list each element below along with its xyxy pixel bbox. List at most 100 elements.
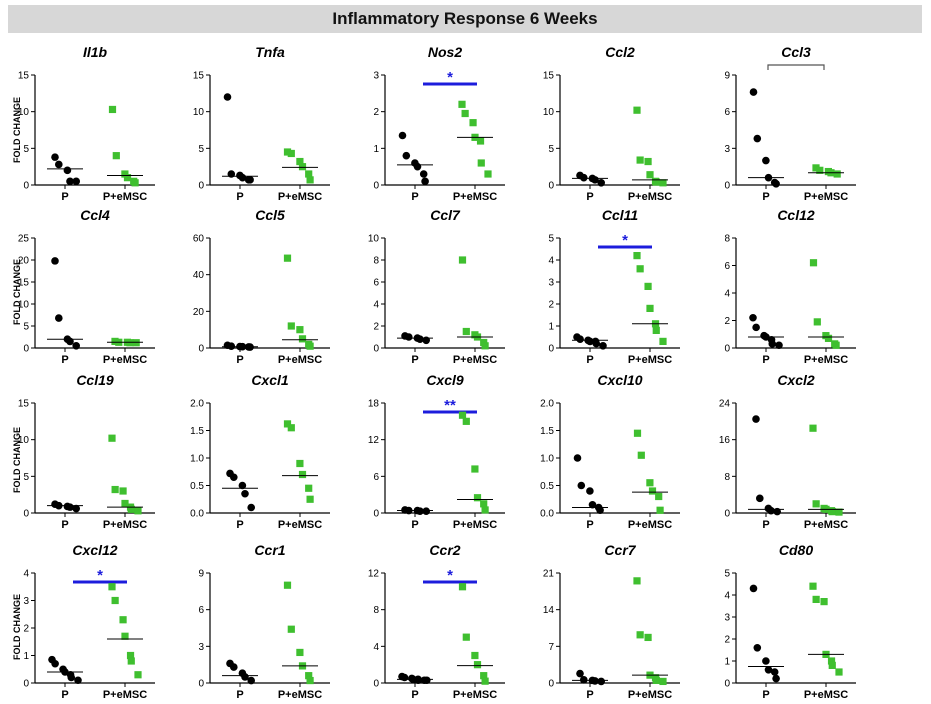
data-point-p-emsc [812, 595, 820, 603]
y-tick-label: 0.0 [190, 509, 204, 520]
y-axis-title: FOLD CHANGE [12, 97, 22, 163]
data-point-p-emsc [306, 676, 314, 685]
data-point-p-emsc [134, 507, 142, 515]
y-tick-label: 7 [548, 642, 554, 653]
y-tick-label: 4 [548, 256, 554, 267]
data-point-p [422, 507, 431, 515]
y-tick-label: 5 [23, 472, 29, 483]
data-point-p-emsc [816, 166, 824, 174]
y-tick-label: 0 [373, 679, 379, 690]
data-point-p-emsc [646, 304, 654, 312]
y-tick-label: 0 [23, 509, 29, 520]
data-point-p-emsc [828, 508, 836, 516]
y-tick-label: 1 [548, 322, 554, 333]
x-tick-label: P+eMSC [628, 689, 672, 701]
data-point-p [775, 341, 783, 350]
panel-cxcl12: Cxcl12 0 1 2 3 4 P P+eMSC * [23, 542, 155, 701]
data-point-p-emsc [809, 424, 817, 432]
y-tick-label: 14 [543, 605, 555, 616]
data-point-p-emsc [481, 506, 489, 514]
data-point-p [767, 506, 775, 515]
data-point-p [588, 500, 597, 509]
data-point-p-emsc [458, 100, 466, 108]
data-point-p [55, 314, 63, 322]
y-tick-label: 5 [724, 569, 730, 580]
x-tick-label: P [762, 354, 769, 366]
y-tick-label: 10 [18, 107, 30, 118]
panel-ccl19: Ccl19 0 5 10 15 P P+eMSC [18, 372, 155, 531]
panel-ccr7: Ccr7 0 7 14 21 P P+eMSC [543, 542, 680, 701]
y-tick-label: 1 [373, 144, 379, 155]
y-tick-label: 3 [724, 613, 730, 624]
data-point-p [402, 151, 411, 160]
data-point-p-emsc [473, 661, 482, 669]
panel-ccl12: Ccl12 0 2 4 6 8 P P+eMSC [724, 207, 856, 366]
data-point-p [238, 481, 247, 490]
panel-tnfa: Tnfa 0 5 10 15 P P+eMSC [193, 44, 330, 203]
data-point-p-emsc [108, 583, 116, 591]
data-point-p-emsc [306, 176, 314, 184]
data-point-p-emsc [471, 651, 479, 660]
x-tick-label: P [411, 354, 418, 366]
y-tick-label: 5 [198, 144, 204, 155]
y-tick-label: 0 [724, 344, 730, 355]
panel-cxcl2: Cxcl2 0 8 16 24 P P+eMSC [719, 372, 856, 531]
y-tick-label: 10 [543, 107, 555, 118]
x-tick-label: P+eMSC [453, 519, 497, 531]
y-tick-label: 0 [724, 181, 730, 192]
panel-title: Cxcl2 [777, 372, 815, 388]
significance-label: * [447, 567, 453, 584]
data-point-p-emsc [296, 648, 304, 657]
x-tick-label: P [61, 354, 68, 366]
data-point-p-emsc [633, 106, 641, 114]
y-tick-label: 6 [724, 261, 730, 272]
data-point-p [405, 333, 413, 341]
data-point-p [764, 666, 773, 674]
data-point-p-emsc [652, 676, 660, 684]
panel-ccr1: Ccr1 0 3 6 9 P P+eMSC [198, 542, 330, 701]
x-tick-label: P+eMSC [103, 519, 147, 531]
data-point-p [768, 340, 777, 348]
y-tick-label: 16 [719, 435, 731, 446]
y-axis-title: FOLD CHANGE [12, 594, 22, 660]
data-point-p-emsc [633, 429, 642, 437]
panel-cxcl1: Cxcl1 0.0 0.5 1.0 1.5 2.0 P P+eMSC [190, 372, 330, 531]
data-point-p [241, 489, 249, 498]
data-point-p-emsc [127, 505, 135, 513]
data-point-p-emsc [131, 179, 139, 187]
data-point-p-emsc [462, 417, 470, 425]
data-point-p-emsc [287, 424, 295, 432]
data-point-p-emsc [636, 631, 644, 639]
y-tick-label: 6 [198, 605, 204, 616]
data-point-p-emsc [833, 170, 841, 178]
data-point-p-emsc [111, 596, 119, 605]
data-point-p-emsc [111, 485, 119, 494]
y-tick-label: 21 [543, 569, 555, 580]
data-point-p-emsc [458, 583, 467, 591]
data-point-p-emsc [283, 420, 292, 428]
y-axis-title: FOLD CHANGE [12, 427, 22, 493]
data-point-p-emsc [809, 582, 817, 590]
x-tick-label: P [236, 354, 243, 366]
data-point-p-emsc [644, 282, 652, 290]
data-point-p [227, 342, 236, 350]
data-point-p-emsc [283, 254, 292, 262]
y-tick-label: 8 [373, 256, 379, 267]
data-point-p-emsc [827, 657, 836, 665]
y-tick-label: 3 [23, 596, 29, 607]
data-point-p-emsc [646, 171, 654, 179]
data-point-p-emsc [828, 661, 836, 669]
data-point-p [67, 673, 76, 682]
data-point-p-emsc [813, 318, 821, 326]
y-tick-label: 12 [368, 569, 380, 580]
y-tick-label: 10 [368, 234, 380, 245]
data-point-p-emsc [283, 148, 292, 156]
y-tick-label: 6 [724, 107, 730, 118]
data-point-p [762, 657, 770, 665]
data-point-p [230, 473, 238, 482]
data-point-p-emsc [637, 451, 645, 459]
x-tick-label: P+eMSC [804, 689, 848, 701]
data-point-p [599, 342, 607, 350]
x-tick-label: P [586, 689, 593, 701]
y-tick-label: 6 [373, 472, 379, 483]
